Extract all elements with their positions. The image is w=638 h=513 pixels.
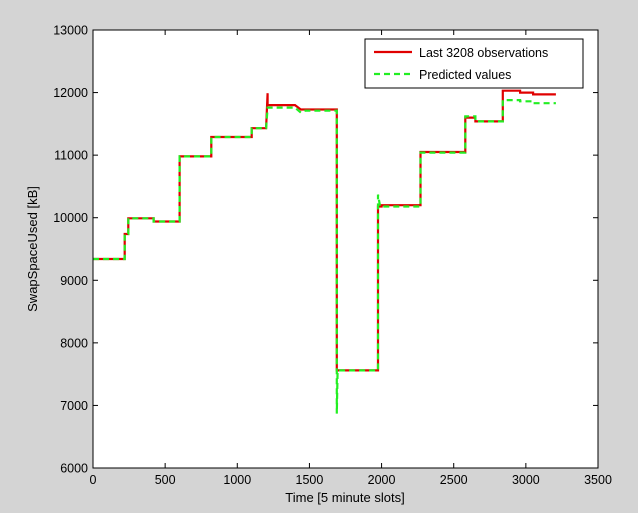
series-layer <box>93 89 556 414</box>
legend: Last 3208 observations Predicted values <box>364 38 584 89</box>
x-tick-label: 1000 <box>223 473 251 487</box>
y-tick-label: 6000 <box>60 462 88 476</box>
x-tick-label: 2000 <box>368 473 396 487</box>
y-tick-label: 8000 <box>60 336 88 350</box>
y-tick-label: 7000 <box>60 399 88 413</box>
x-tick-label: 3000 <box>512 473 540 487</box>
x-tick-label: 2500 <box>440 473 468 487</box>
y-axis-label: SwapSpaceUsed [kB] <box>25 186 40 312</box>
y-tick-labels: 6000 7000 8000 9000 10000 11000 12000 13000 <box>53 24 88 476</box>
plot-area <box>93 30 598 468</box>
legend-label-observations: Last 3208 observations <box>419 46 548 60</box>
legend-box <box>364 38 584 89</box>
x-tick-label: 500 <box>155 473 176 487</box>
y-tick-label: 9000 <box>60 274 88 288</box>
y-tick-label: 13000 <box>53 24 88 38</box>
x-axis-label: Time [5 minute slots] <box>285 490 404 505</box>
legend-label-predicted: Predicted values <box>419 68 511 82</box>
y-tick-label: 12000 <box>53 86 88 100</box>
x-tick-labels: 0 500 1000 1500 2000 2500 3000 3500 <box>90 473 612 487</box>
y-tick-label: 11000 <box>54 149 88 163</box>
series-line-predicted <box>93 98 556 414</box>
plot-frame <box>92 29 599 469</box>
x-tick-label: 3500 <box>584 473 612 487</box>
x-tick-label: 0 <box>90 473 97 487</box>
y-tick-label: 10000 <box>53 211 88 225</box>
x-tick-label: 1500 <box>296 473 324 487</box>
